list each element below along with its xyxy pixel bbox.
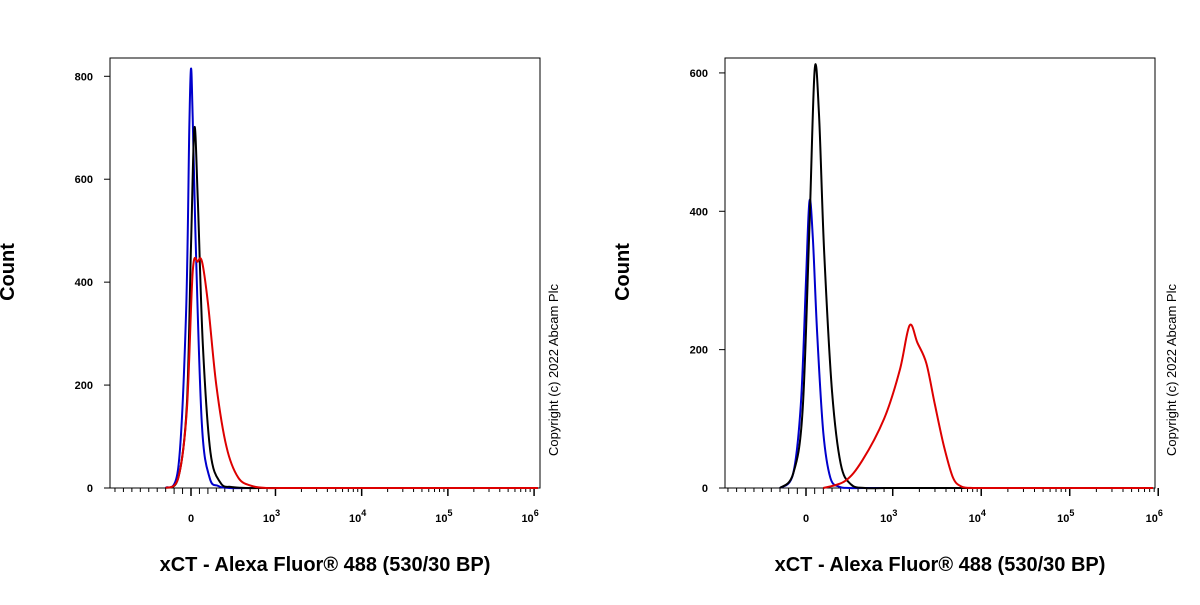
series-line-2 (779, 63, 1153, 490)
x-tick-label: 103 (880, 508, 897, 525)
y-tick-label: 600 (75, 174, 93, 186)
x-axis-title: xCT - Alexa Fluor® 488 (530/30 BP) (160, 554, 491, 576)
x-tick-label: 105 (1057, 508, 1074, 525)
y-tick-label: 800 (75, 71, 93, 83)
y-tick-label: 400 (75, 277, 93, 289)
x-tick-label: 103 (263, 508, 280, 525)
y-tick-label: 200 (690, 345, 708, 357)
histogram-panel-right: 0 200 400 600 0 103 104 105 106 Count xCT - Alexa … (612, 57, 1179, 576)
plot-frame (724, 57, 1156, 489)
y-tick-label: 400 (690, 206, 708, 218)
histogram-panel-left: 0 200 400 600 800 0 103 104 105 106 Count xCT - Ale… (0, 57, 561, 576)
y-tick-label: 600 (690, 68, 708, 80)
x-tick-label: 104 (349, 508, 366, 525)
x-tick-label: 0 (188, 513, 194, 525)
copyright-text: Copyright (c) 2022 Abcam Plc (1164, 284, 1179, 456)
copyright-text: Copyright (c) 2022 Abcam Plc (546, 284, 561, 456)
x-tick-label: 106 (521, 508, 538, 525)
y-axis-title: Count (0, 243, 19, 301)
series-line-2 (165, 125, 538, 490)
x-tick-label: 106 (1146, 508, 1163, 525)
y-tick-label: 0 (87, 483, 93, 495)
x-tick-label: 104 (969, 508, 986, 525)
series-line-3 (165, 257, 538, 490)
series-line-1 (779, 198, 1153, 490)
x-tick-label: 0 (803, 513, 809, 525)
x-tick-label: 105 (435, 508, 452, 525)
y-tick-label: 0 (702, 483, 708, 495)
plot-frame (109, 57, 541, 489)
x-axis-title: xCT - Alexa Fluor® 488 (530/30 BP) (775, 554, 1106, 576)
y-tick-label: 200 (75, 380, 93, 392)
series-line-1 (164, 67, 538, 490)
series-line-3 (822, 323, 1153, 489)
y-axis-title: Count (612, 243, 634, 301)
